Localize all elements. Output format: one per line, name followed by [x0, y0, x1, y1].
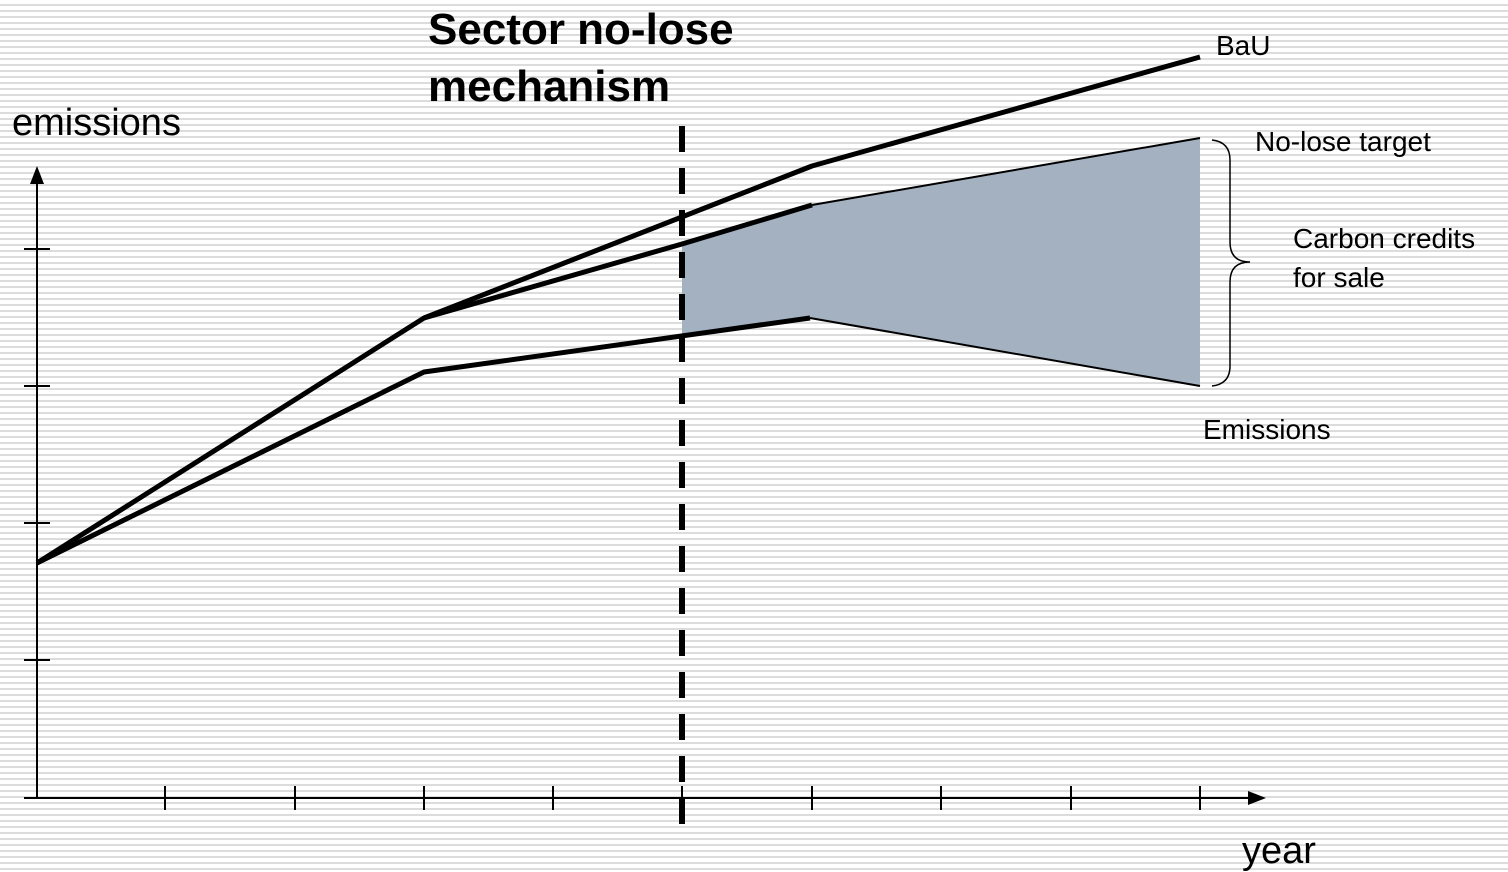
y-axis-arrow — [30, 166, 44, 184]
title-line-2: mechanism — [428, 62, 670, 111]
no-lose-target-label: No-lose target — [1255, 126, 1431, 157]
title-line-1: Sector no-lose — [428, 5, 734, 54]
y-axis-label: emissions — [12, 102, 181, 144]
carbon-credits-label-line-2: for sale — [1293, 262, 1385, 293]
x-axis-label: year — [1242, 830, 1316, 872]
emissions-label: Emissions — [1203, 414, 1331, 445]
bau-label: BaU — [1216, 30, 1270, 61]
credits-brace — [1212, 140, 1250, 386]
emissions-line — [37, 318, 810, 563]
carbon-credits-area — [682, 138, 1200, 386]
x-axis-arrow — [1248, 791, 1266, 805]
carbon-credits-label-line-1: Carbon credits — [1293, 223, 1475, 254]
